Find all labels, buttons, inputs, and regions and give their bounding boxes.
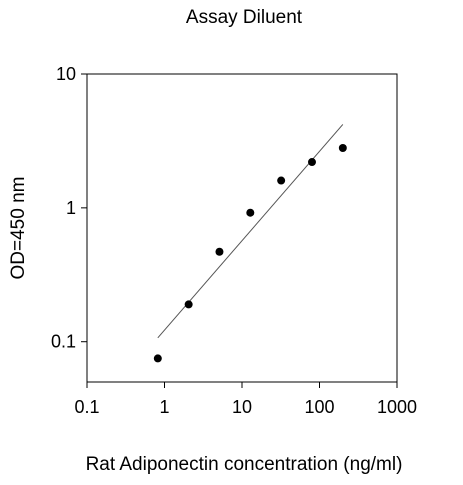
data-point bbox=[215, 247, 224, 256]
x-axis-label: Rat Adiponectin concentration (ng/ml) bbox=[86, 454, 403, 475]
data-point bbox=[153, 354, 162, 363]
x-tick-label: 1000 bbox=[377, 397, 417, 417]
y-axis-ticks: 0.1 1 10 bbox=[51, 64, 87, 352]
x-tick-label: 10 bbox=[232, 397, 252, 417]
y-axis-label: OD=450 nm bbox=[8, 177, 29, 280]
points-layer bbox=[153, 143, 347, 363]
data-point bbox=[338, 143, 347, 152]
data-point bbox=[277, 176, 286, 185]
y-tick-label: 10 bbox=[56, 64, 76, 84]
data-point bbox=[246, 208, 255, 217]
data-point bbox=[184, 300, 193, 309]
y-tick-label: 1 bbox=[66, 198, 76, 218]
x-tick-label: 1 bbox=[159, 397, 169, 417]
x-axis-ticks: 0.1 1 10 100 1000 bbox=[74, 382, 417, 417]
plot-frame bbox=[86, 73, 398, 383]
chart-title: Assay Diluent bbox=[186, 7, 303, 28]
data-point bbox=[307, 158, 316, 167]
plot-area: 0.1 1 10 100 1000 0.1 1 10 bbox=[51, 64, 417, 417]
y-tick-label: 0.1 bbox=[51, 332, 76, 352]
x-tick-label: 100 bbox=[304, 397, 334, 417]
x-tick-label: 0.1 bbox=[74, 397, 99, 417]
